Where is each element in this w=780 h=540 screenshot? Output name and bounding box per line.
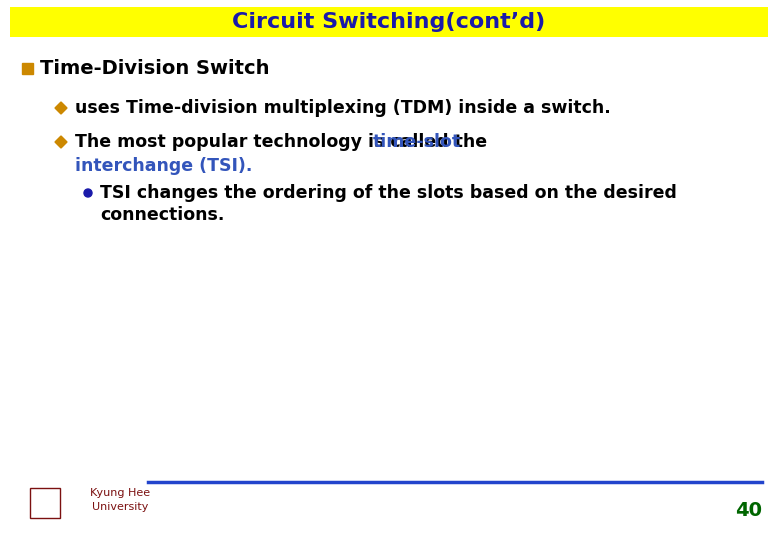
Text: TSI changes the ordering of the slots based on the desired: TSI changes the ordering of the slots ba… — [100, 184, 677, 202]
Text: connections.: connections. — [100, 206, 225, 224]
Bar — [30, 488, 60, 518]
Text: 40: 40 — [735, 501, 762, 519]
Polygon shape — [55, 136, 67, 148]
Bar — [22, 63, 33, 74]
Text: Circuit Switching(cont’d): Circuit Switching(cont’d) — [232, 12, 546, 32]
Bar — [10, 7, 768, 37]
Text: interchange (TSI).: interchange (TSI). — [75, 157, 253, 175]
Polygon shape — [55, 102, 67, 114]
Circle shape — [84, 189, 92, 197]
Text: Kyung Hee
University: Kyung Hee University — [90, 488, 150, 511]
Text: time-slot: time-slot — [373, 133, 461, 151]
Text: The most popular technology is called the: The most popular technology is called th… — [75, 133, 493, 151]
Text: Time-Division Switch: Time-Division Switch — [40, 59, 270, 78]
Text: uses Time-division multiplexing (TDM) inside a switch.: uses Time-division multiplexing (TDM) in… — [75, 99, 611, 117]
